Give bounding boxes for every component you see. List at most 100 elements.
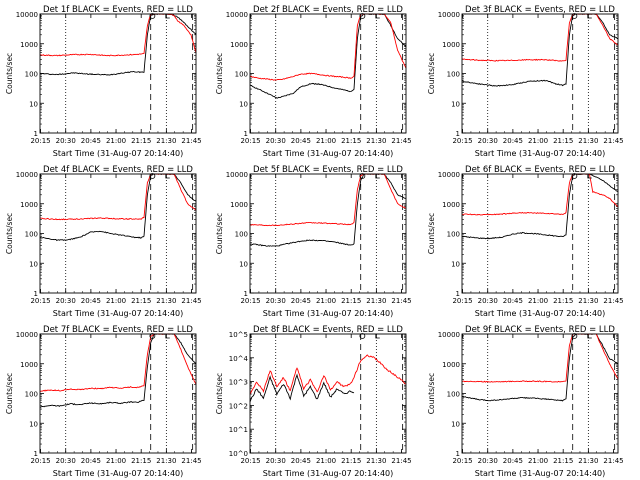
chart-title: Det 9f BLACK = Events, RED = LLD [465, 325, 615, 335]
plot-frame [249, 333, 407, 454]
saturation-marker [149, 13, 156, 19]
chart-panel-1: Det 1f BLACK = Events, RED = LLD Start Ti… [5, 5, 202, 158]
x-tick-label: 20:30 [266, 457, 286, 465]
y-tick-label: 100 [25, 231, 38, 239]
x-axis-label: Start Time (31-Aug-07 20:14:40) [475, 309, 606, 318]
plot-frame [39, 173, 197, 294]
x-tick-label: 20:30 [478, 297, 498, 305]
x-tick-label: 21:30 [578, 297, 598, 305]
x-tick-label: 21:45 [181, 297, 201, 305]
y-axis-label: Counts/sec [427, 53, 436, 94]
chart-panel-8: Det 8f BLACK = Events, RED = LLD Start Ti… [215, 325, 412, 478]
x-tick-label: 20:45 [291, 297, 311, 305]
saturation-marker [165, 14, 170, 19]
chart-title: Det 1f BLACK = Events, RED = LLD [43, 5, 193, 15]
y-axis-label: Counts/sec [5, 213, 14, 254]
x-tick-label: 20:30 [266, 137, 286, 145]
x-tick-label: 21:30 [366, 457, 386, 465]
y-tick-label: 100 [447, 391, 460, 399]
x-tick-label: 21:00 [316, 297, 336, 305]
chart-panel-4: Det 4f BLACK = Events, RED = LLD Start Ti… [5, 165, 202, 318]
x-tick-label: 20:15 [452, 297, 472, 305]
saturation-marker [571, 13, 578, 19]
events-series-line [461, 173, 619, 240]
x-tick-label: 20:45 [291, 457, 311, 465]
y-tick-label: 10^0 [229, 450, 248, 458]
x-tick-label: 21:15 [341, 137, 361, 145]
chart-panel-2: Det 2f BLACK = Events, RED = LLD Start Ti… [215, 5, 412, 158]
y-tick-label: 1 [34, 290, 38, 298]
x-axis-label: Start Time (31-Aug-07 20:14:40) [263, 149, 394, 158]
chart-title: Det 6f BLACK = Events, RED = LLD [465, 165, 615, 175]
x-tick-label: 20:30 [56, 137, 76, 145]
y-tick-label: 10^1 [229, 426, 248, 434]
y-tick-label: 10000 [438, 11, 460, 19]
x-tick-label: 21:45 [391, 297, 411, 305]
y-tick-label: 10 [451, 100, 460, 108]
y-tick-label: 10000 [16, 171, 38, 179]
y-tick-label: 10^4 [229, 355, 249, 363]
chart-panel-7: Det 7f BLACK = Events, RED = LLD Start Ti… [5, 325, 202, 478]
saturation-marker [165, 174, 170, 179]
y-tick-label: 1 [244, 130, 248, 138]
y-tick-label: 10000 [16, 11, 38, 19]
saturation-marker [149, 333, 156, 339]
events-series-line [249, 173, 407, 247]
x-tick-label: 21:15 [553, 297, 573, 305]
events-series-line [39, 13, 197, 76]
x-tick-label: 21:45 [181, 457, 201, 465]
x-tick-label: 21:45 [603, 137, 623, 145]
plot-frame [461, 173, 619, 294]
y-tick-label: 1 [244, 290, 248, 298]
plot-frame [461, 13, 619, 134]
x-tick-label: 21:00 [528, 457, 548, 465]
y-tick-label: 10000 [16, 331, 38, 339]
events-series-line [249, 373, 355, 403]
x-tick-label: 20:15 [452, 137, 472, 145]
plot-frame [461, 333, 619, 454]
chart-title: Det 4f BLACK = Events, RED = LLD [43, 165, 193, 175]
saturation-marker [165, 334, 170, 339]
x-tick-label: 20:30 [56, 457, 76, 465]
lld-series-line [461, 333, 619, 383]
x-tick-label: 20:30 [56, 297, 76, 305]
y-tick-label: 100 [447, 71, 460, 79]
x-tick-label: 21:30 [156, 297, 176, 305]
y-tick-label: 1000 [442, 361, 460, 369]
y-tick-label: 10 [451, 260, 460, 268]
x-tick-label: 21:00 [106, 457, 126, 465]
y-tick-label: 10000 [226, 171, 248, 179]
chart-panel-9: Det 9f BLACK = Events, RED = LLD Start Ti… [427, 325, 624, 478]
x-axis-label: Start Time (31-Aug-07 20:14:40) [263, 309, 394, 318]
x-tick-label: 21:00 [528, 137, 548, 145]
saturation-marker [359, 173, 366, 179]
x-tick-label: 20:15 [240, 297, 260, 305]
x-tick-label: 21:15 [341, 457, 361, 465]
y-tick-label: 1 [456, 450, 460, 458]
x-tick-label: 20:45 [503, 457, 523, 465]
y-axis-label: Counts/sec [427, 213, 436, 254]
lld-series-line [40, 173, 197, 221]
x-tick-label: 21:15 [341, 297, 361, 305]
y-tick-label: 10000 [226, 11, 248, 19]
y-tick-label: 10^3 [229, 379, 248, 387]
x-tick-label: 20:45 [81, 137, 101, 145]
x-tick-label: 20:30 [478, 457, 498, 465]
x-axis-label: Start Time (31-Aug-07 20:14:40) [53, 469, 184, 478]
x-tick-label: 21:15 [553, 137, 573, 145]
y-tick-label: 10000 [438, 171, 460, 179]
plot-frame [249, 13, 407, 134]
lld-series-line [461, 173, 619, 216]
x-axis-label: Start Time (31-Aug-07 20:14:40) [475, 149, 606, 158]
saturation-marker [359, 333, 366, 339]
y-tick-label: 10 [239, 260, 248, 268]
y-tick-label: 1 [456, 130, 460, 138]
y-axis-label: Counts/sec [5, 53, 14, 94]
y-axis-label: Counts/sec [5, 373, 14, 414]
x-tick-label: 21:30 [578, 457, 598, 465]
x-tick-label: 20:30 [266, 297, 286, 305]
y-tick-label: 1000 [442, 41, 460, 49]
chart-title: Det 5f BLACK = Events, RED = LLD [253, 165, 403, 175]
x-tick-label: 20:45 [503, 297, 523, 305]
saturation-marker [587, 174, 592, 179]
